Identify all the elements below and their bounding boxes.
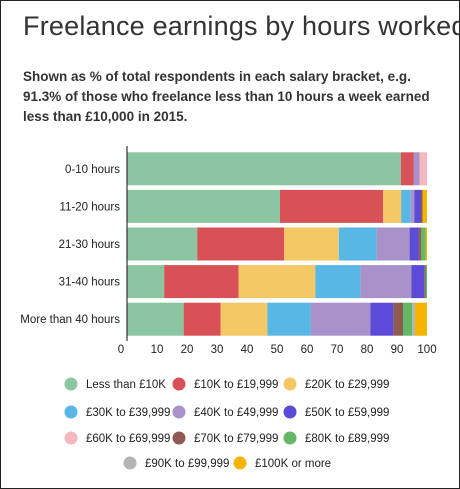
x-tick-label: 100 [417,344,436,356]
legend-label: £90K to £99,999 [145,458,229,470]
legend-swatch [64,405,78,419]
bar-segment [412,302,415,336]
bar-segment [338,227,377,261]
bar-segment [197,227,285,261]
x-tick-label: 50 [271,344,284,356]
chart-title: Freelance earnings by hours worked [23,11,460,41]
category-label: 0-10 hours [65,164,120,176]
legend-label: £80K to £89,999 [305,433,389,445]
legend-label: £20K to £29,999 [305,379,389,391]
legend-label: £40K to £49,999 [194,407,278,419]
bar-segment [418,227,421,261]
legend-label: £10K to £19,999 [194,379,278,391]
bar-segment [164,265,239,299]
x-tick-label: 60 [301,344,314,356]
legend-swatch [233,456,247,470]
bar-segment [370,302,394,336]
bar-segment [238,265,316,299]
bar-segment [310,302,371,336]
x-tick-label: 40 [241,344,254,356]
legend-label: £70K to £79,999 [194,433,278,445]
legend-label: Less than £10K [86,379,166,391]
category-label: 21-30 hours [59,239,121,251]
legend-label: £60K to £69,999 [86,433,170,445]
legend-swatch [64,431,78,445]
bar-segment [393,302,403,336]
legend-swatch [64,377,78,391]
x-tick-label: 30 [211,344,224,356]
bar-segment [409,227,419,261]
legend-label: £50K to £59,999 [305,407,389,419]
bar-segment [401,189,411,223]
bar-segment [315,265,361,299]
bar-segment [267,302,311,336]
bar-segment [183,302,221,336]
bar-segment [421,189,423,223]
x-tick-label: 10 [151,344,164,356]
legend-swatch [283,377,297,391]
bar-segment [220,302,268,336]
bar-segment [411,265,425,299]
bar-segment [415,302,427,336]
bar-segment [127,189,280,223]
bar-segment [383,189,402,223]
bar-segment [413,152,420,186]
bar-segment [400,152,414,186]
bar-segment [425,227,427,261]
category-label: 11-20 hours [59,201,120,213]
x-tick-label: 0 [118,344,124,356]
chart-subtitle: Shown as % of total respondents in each … [23,69,430,124]
legend-swatch [172,377,186,391]
bar-segment [360,265,412,299]
x-tick-label: 90 [391,344,404,356]
category-label: 31-40 hours [59,277,121,289]
bar-segment [421,227,426,261]
bar-segment [410,189,415,223]
bar-segment [127,302,184,336]
legend-label: £30K to £39,999 [86,407,170,419]
bar-segment [376,227,410,261]
legend-swatch [123,456,137,470]
bar-segment [419,152,427,186]
bar-segment [422,189,427,223]
bar-segment [284,227,339,261]
bar-segment [403,302,412,336]
bar-segment [127,152,401,186]
bar-segment [127,227,198,261]
bar-segment [424,265,426,299]
legend-swatch [283,405,297,419]
legend-swatch [172,431,186,445]
legend-label: £100K or more [255,458,331,470]
legend-swatch [283,431,297,445]
legend-swatch [172,405,186,419]
bar-segment [280,189,384,223]
bar-segment [127,265,165,299]
x-tick-label: 70 [331,344,344,356]
x-tick-label: 20 [181,344,194,356]
bar-segment [425,265,427,299]
category-label: More than 40 hours [20,314,120,326]
x-tick-label: 80 [361,344,374,356]
bar-segment [414,189,421,223]
